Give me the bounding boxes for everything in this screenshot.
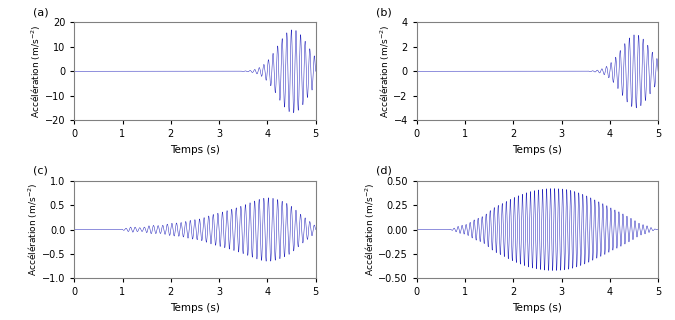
X-axis label: Temps (s): Temps (s): [170, 303, 220, 313]
Y-axis label: Accélération (m/s$^{-2}$): Accélération (m/s$^{-2}$): [30, 25, 43, 118]
Y-axis label: Accélération (m/s$^{-2}$): Accélération (m/s$^{-2}$): [27, 183, 40, 276]
Y-axis label: Accélération (m/s$^{-2}$): Accélération (m/s$^{-2}$): [363, 183, 377, 276]
X-axis label: Temps (s): Temps (s): [512, 145, 562, 155]
Text: (d): (d): [376, 166, 391, 176]
Text: (c): (c): [33, 166, 48, 176]
Text: (a): (a): [33, 7, 49, 18]
X-axis label: Temps (s): Temps (s): [512, 303, 562, 313]
Y-axis label: Accélération (m/s$^{-2}$): Accélération (m/s$^{-2}$): [379, 25, 392, 118]
X-axis label: Temps (s): Temps (s): [170, 145, 220, 155]
Text: (b): (b): [376, 7, 391, 18]
